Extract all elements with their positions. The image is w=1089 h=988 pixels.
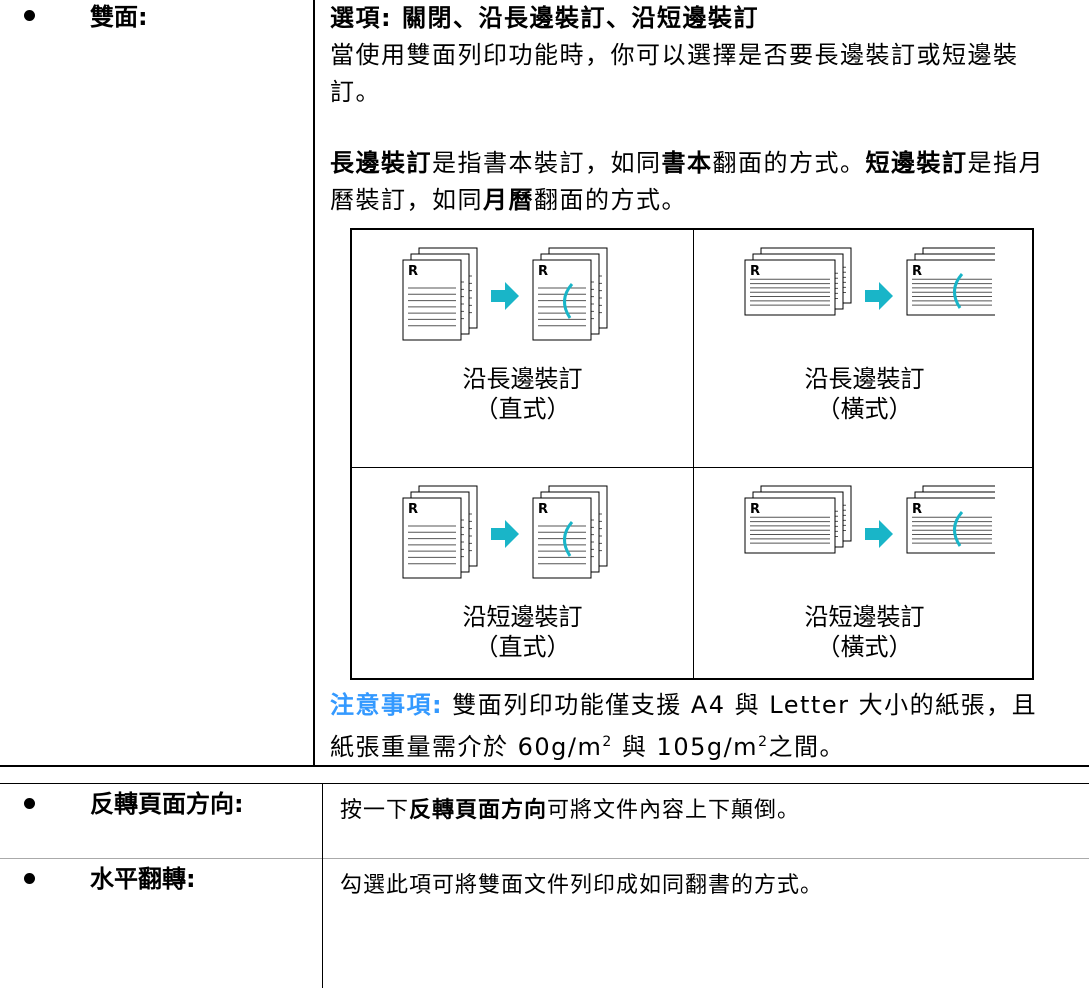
caption: 沿短邊裝訂 （橫式） xyxy=(694,602,1035,662)
page-letter: R xyxy=(408,264,418,279)
turn-arrow xyxy=(952,273,963,309)
text-run: 長邊裝訂 xyxy=(330,149,432,177)
text-run: 翻面的方式。 xyxy=(534,186,687,214)
illustration-cell: R R 沿長邊裝訂 （橫式） xyxy=(694,230,1035,424)
text-run: 勾選此項可將雙面文件列印成如同翻書的方式。 xyxy=(340,873,824,898)
column-divider xyxy=(313,0,315,765)
description: 當使用雙面列印功能時，你可以選擇是否要長邊裝訂或短邊裝訂。 xyxy=(330,41,1019,106)
text-run: 短邊裝訂 xyxy=(865,149,968,177)
bullet xyxy=(24,798,35,809)
illustration-grid: R R 沿長邊裝訂 （直式） R R 沿長邊裝訂 （橫式） R R 沿短邊裝訂 （直式） R R 沿短邊裝訂… xyxy=(350,228,1034,680)
page-letter: R xyxy=(538,264,548,279)
illustration-cell: R R 沿短邊裝訂 （直式） xyxy=(352,468,693,662)
caption: 沿短邊裝訂 （直式） xyxy=(352,602,693,662)
options-line: 選項: 關閉、沿長邊裝訂、沿短邊裝訂 xyxy=(330,4,759,32)
page-letter: R xyxy=(538,502,548,517)
caption-line: （直式） xyxy=(474,633,571,661)
row-description: 勾選此項可將雙面文件列印成如同翻書的方式。 xyxy=(340,869,823,903)
page-sheet xyxy=(532,497,591,579)
caption-line: （直式） xyxy=(474,395,571,423)
page-letter: R xyxy=(912,502,922,517)
text-run: 注意事項: xyxy=(330,691,444,719)
page-letter: R xyxy=(912,264,922,279)
caption: 沿長邊裝訂 （橫式） xyxy=(694,364,1035,424)
page-letter: R xyxy=(408,502,418,517)
section-label: 雙面: xyxy=(90,3,148,31)
text-run: 翻面的方式。 xyxy=(712,149,866,177)
page-letter: R xyxy=(750,502,760,517)
binding-paragraph: 長邊裝訂是指書本裝訂，如同書本翻面的方式。短邊裝訂是指月曆裝訂，如同月曆翻面的方… xyxy=(330,145,1055,219)
text-run: 書本 xyxy=(661,149,713,177)
text-run: 之間。 xyxy=(768,733,845,761)
page-sheet xyxy=(402,259,461,341)
row-label: 反轉頁面方向: xyxy=(90,790,244,818)
page-letter: R xyxy=(750,264,760,279)
text-run: 是指月曆裝訂，如同 xyxy=(330,149,1044,214)
table-rule xyxy=(0,783,1089,784)
text-run: 反轉頁面方向 xyxy=(409,798,548,823)
caption-line: （橫式） xyxy=(816,395,913,423)
text-run: 可將文件內容上下顛倒。 xyxy=(547,798,801,823)
text-run: 月曆 xyxy=(483,186,534,214)
page-sheet xyxy=(402,497,461,579)
page-sheet xyxy=(532,259,591,341)
arrow xyxy=(490,520,519,548)
arrow xyxy=(864,282,893,310)
text-run: 按一下 xyxy=(340,798,410,823)
caption-line: （橫式） xyxy=(816,633,913,661)
caption: 沿長邊裝訂 （直式） xyxy=(352,364,693,424)
text-run: 2 xyxy=(602,734,613,750)
column-divider xyxy=(322,783,323,988)
row-description: 按一下反轉頁面方向可將文件內容上下顛倒。 xyxy=(340,794,800,828)
text-run: 雙面列印功能僅支援 A4 與 Letter 大小的紙張，且紙張重量需介於 60g… xyxy=(330,691,1038,761)
grid-divider xyxy=(693,230,694,680)
caption-line: 沿短邊裝訂 xyxy=(804,603,925,631)
illustration-cell: R R 沿短邊裝訂 （橫式） xyxy=(694,468,1035,662)
table-rule xyxy=(0,858,1089,859)
text-run: 2 xyxy=(758,734,769,750)
grid-divider xyxy=(352,467,1034,468)
arrow xyxy=(864,520,893,548)
turn-arrow xyxy=(562,521,573,557)
text-run: 是指書本裝訂，如同 xyxy=(432,149,662,177)
caption-line: 沿短邊裝訂 xyxy=(462,603,583,631)
turn-arrow xyxy=(562,283,573,319)
text-run: 與 105g/m xyxy=(612,733,759,761)
row-label: 水平翻轉: xyxy=(90,865,196,893)
caption-line: 沿長邊裝訂 xyxy=(804,365,925,393)
bullet xyxy=(24,873,35,884)
bullet xyxy=(24,10,35,21)
illustration-cell: R R 沿長邊裝訂 （直式） xyxy=(352,230,693,424)
note: 注意事項: 雙面列印功能僅支援 A4 與 Letter 大小的紙張，且紙張重量需… xyxy=(330,687,1055,766)
caption-line: 沿長邊裝訂 xyxy=(462,365,583,393)
arrow xyxy=(490,282,519,310)
turn-arrow xyxy=(952,511,963,547)
section-rule xyxy=(0,765,1089,767)
